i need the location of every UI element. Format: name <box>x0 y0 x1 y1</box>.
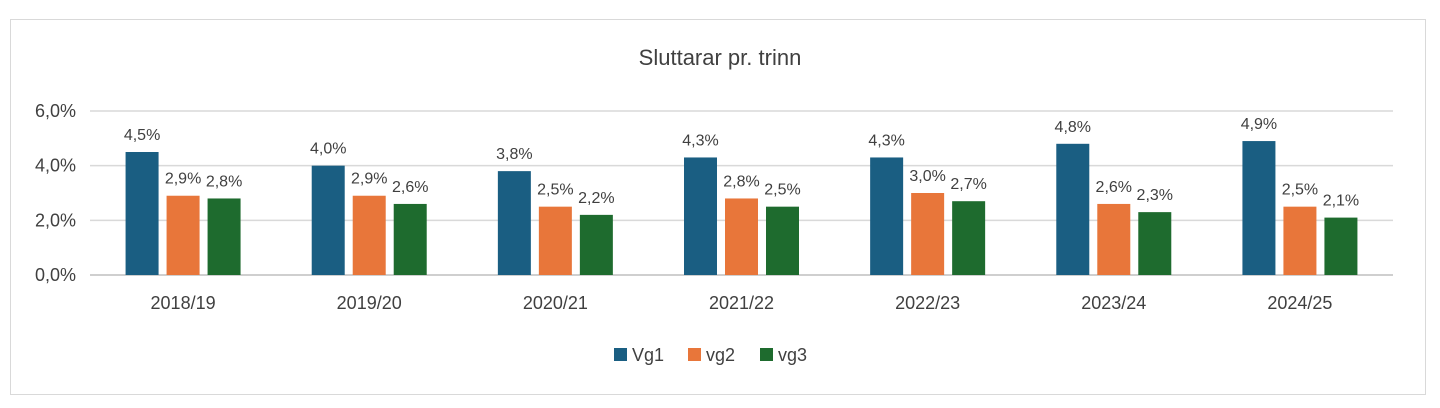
data-label: 2,5% <box>764 182 800 199</box>
data-label: 2,8% <box>206 173 242 190</box>
bar-vg3-2021-22 <box>766 206 799 275</box>
y-tick-label: 4,0% <box>35 156 76 176</box>
x-axis-categories: 2018/19 2019/20 2020/21 2021/22 2022/23 2023/… <box>151 293 1333 313</box>
legend-swatch-vg2 <box>688 348 701 361</box>
x-category-label: 2020/21 <box>523 293 588 313</box>
y-tick-label: 6,0% <box>35 101 76 121</box>
y-tick-label: 2,0% <box>35 210 76 230</box>
bar-vg3-2020-21 <box>579 214 613 275</box>
data-label: 4,0% <box>310 141 346 158</box>
legend: Vg1 vg2 vg3 <box>614 345 807 365</box>
data-label: 4,8% <box>1055 119 1091 136</box>
data-label: 2,9% <box>351 171 387 188</box>
x-category-label: 2021/22 <box>709 293 774 313</box>
legend-swatch-vg3 <box>760 348 773 361</box>
data-label: 2,6% <box>1096 179 1132 196</box>
data-label: 3,8% <box>496 146 532 163</box>
data-label: 2,5% <box>1282 182 1318 199</box>
bar-vg2-2022-23 <box>911 193 945 275</box>
y-tick-label: 0,0% <box>35 265 76 285</box>
data-label: 2,5% <box>537 182 573 199</box>
legend-label-vg2: vg2 <box>706 345 735 365</box>
bar-vg2-2019-20 <box>352 195 386 275</box>
bar-vg1-2020-21 <box>497 171 531 275</box>
x-category-label: 2022/23 <box>895 293 960 313</box>
data-label: 2,8% <box>723 173 759 190</box>
data-labels: 4,5% 2,9% 2,8% 4,0% 2,9% 2,6% 3,8% 2,5% 2,2% 4,3%… <box>124 116 1359 210</box>
bar-vg3-2023-24 <box>1138 212 1172 275</box>
bar-vg2-2021-22 <box>725 198 758 275</box>
data-label: 3,0% <box>909 168 945 185</box>
bar-vg2-2020-21 <box>538 206 572 275</box>
data-label: 4,5% <box>124 127 160 144</box>
x-category-label: 2024/25 <box>1267 293 1332 313</box>
chart-frame <box>10 19 1426 395</box>
legend-swatch-vg1 <box>614 348 627 361</box>
bar-vg3-2019-20 <box>393 203 427 275</box>
data-label: 2,1% <box>1323 193 1359 210</box>
y-axis-ticks: 0,0% 2,0% 4,0% 6,0% <box>35 101 76 285</box>
data-label: 2,9% <box>165 171 201 188</box>
x-category-label: 2018/19 <box>151 293 216 313</box>
legend-label-vg1: Vg1 <box>632 345 664 365</box>
bars <box>125 141 1358 275</box>
bar-vg2-2023-24 <box>1097 203 1131 275</box>
bar-vg1-2023-24 <box>1056 143 1090 275</box>
bar-vg3-2024-25 <box>1324 217 1358 275</box>
data-label: 4,3% <box>868 132 904 149</box>
data-label: 2,3% <box>1137 187 1173 204</box>
data-label: 4,3% <box>682 132 718 149</box>
bar-vg2-2024-25 <box>1283 206 1317 275</box>
bar-vg3-2022-23 <box>952 201 986 275</box>
data-label: 2,6% <box>392 179 428 196</box>
bar-vg2-2018-19 <box>166 195 200 275</box>
legend-label-vg3: vg3 <box>778 345 807 365</box>
data-label: 2,2% <box>578 190 614 207</box>
chart-title: Sluttarar pr. trinn <box>639 45 802 70</box>
bar-vg1-2022-23 <box>870 157 904 275</box>
x-category-label: 2019/20 <box>337 293 402 313</box>
data-label: 2,7% <box>950 176 986 193</box>
bar-vg3-2018-19 <box>207 198 241 275</box>
x-category-label: 2023/24 <box>1081 293 1146 313</box>
bar-vg1-2019-20 <box>311 165 345 275</box>
bar-vg1-2021-22 <box>684 157 717 275</box>
bar-vg1-2024-25 <box>1242 141 1276 275</box>
bar-vg1-2018-19 <box>125 152 159 275</box>
data-label: 4,9% <box>1241 116 1277 133</box>
